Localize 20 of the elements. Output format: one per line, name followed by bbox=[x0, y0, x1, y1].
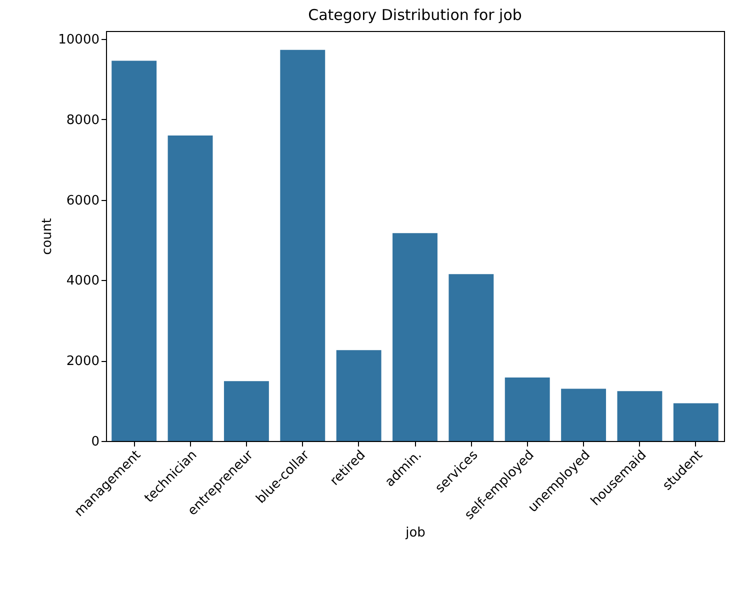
y-tick-label: 4000 bbox=[66, 274, 100, 289]
bar bbox=[617, 391, 662, 441]
bar bbox=[448, 274, 494, 441]
bar bbox=[673, 403, 718, 441]
y-tick-label: 6000 bbox=[66, 193, 100, 208]
bar bbox=[168, 136, 213, 441]
x-axis-title: job bbox=[404, 525, 426, 540]
bar bbox=[224, 381, 269, 441]
chart-title: Category Distribution for job bbox=[308, 6, 522, 24]
bar bbox=[280, 50, 326, 441]
y-tick-label: 8000 bbox=[66, 112, 100, 128]
bar bbox=[504, 377, 550, 441]
y-tick-label: 0 bbox=[91, 434, 100, 450]
y-axis-title: count bbox=[40, 218, 56, 255]
y-tick-label: 2000 bbox=[66, 354, 100, 370]
bar bbox=[392, 233, 438, 441]
bar bbox=[336, 350, 382, 441]
bar bbox=[561, 388, 606, 441]
y-tick-label: 10000 bbox=[58, 32, 100, 48]
bar bbox=[112, 60, 157, 441]
